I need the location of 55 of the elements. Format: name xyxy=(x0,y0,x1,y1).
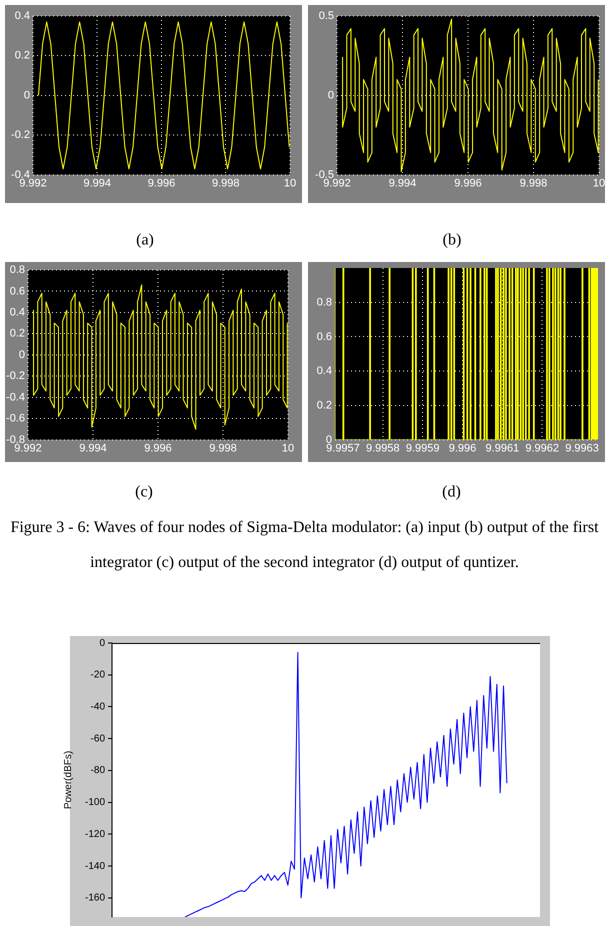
text: (a) xyxy=(136,232,154,249)
y-tick-label: 0.8 xyxy=(316,296,332,308)
x-tick-label: 9.992 xyxy=(323,177,351,190)
y-tick-label: 0 xyxy=(328,89,334,102)
x-tick-label: 9.998 xyxy=(520,177,548,190)
x-tick-label: 9.996 xyxy=(144,442,172,454)
caption: Figure 3 - 6: Waves of four nodes of Sigma-Delta modulator: (a) input (b) output of the first integrator (c) output of the second integrator (d) output of quntizer. xyxy=(9,518,600,573)
x-tick-label: 9.9963 xyxy=(565,442,599,454)
x-tick-label: 9.994 xyxy=(83,177,112,190)
y-tick-label: 0.2 xyxy=(10,328,25,340)
y-tick-label: 0 xyxy=(99,638,106,649)
y-tick-label: -140 xyxy=(84,860,106,872)
y-tick-label: -0.2 xyxy=(6,370,25,382)
x-tick-label: 9.996 xyxy=(148,177,176,190)
y-tick-label: -20 xyxy=(90,670,106,681)
y-tick-label: -80 xyxy=(90,765,106,776)
x-tick-label: 9.998 xyxy=(209,442,237,454)
y-tick-label: -0.2 xyxy=(11,129,30,142)
y-tick-label: 0 xyxy=(18,348,25,361)
y-tick-label: 0.6 xyxy=(316,330,332,343)
y-tick-label: 0.2 xyxy=(316,399,332,412)
x-tick-label: 9.998 xyxy=(212,177,240,190)
y-tick-label: 0.4 xyxy=(14,10,30,22)
y-tick-label: -0.6 xyxy=(6,412,25,425)
y-tick-label: 0.8 xyxy=(10,264,25,276)
x-tick-label: 9.9962 xyxy=(525,442,560,454)
y-tick-label: -100 xyxy=(84,797,106,808)
x-tick-label: 9.9961 xyxy=(486,442,520,454)
x-tick-label: 9.994 xyxy=(388,177,416,190)
text: (c) xyxy=(135,484,153,501)
x-tick-label: 9.992 xyxy=(19,177,47,190)
y-axis-title: Power(dBFs) xyxy=(62,750,74,810)
x-tick-label: 9.996 xyxy=(448,442,476,454)
text: (b) xyxy=(442,232,462,249)
x-tick-label: 10 xyxy=(592,177,606,190)
y-tick-label: 0.4 xyxy=(10,306,25,318)
x-tick-label: 9.996 xyxy=(454,177,482,190)
y-tick-label: 0 xyxy=(24,89,30,102)
y-tick-label: -60 xyxy=(90,733,106,744)
x-tick-label: 10 xyxy=(284,177,296,190)
x-tick-label: 9.994 xyxy=(79,442,107,454)
text: (d) xyxy=(442,484,461,501)
y-tick-label: 0.5 xyxy=(318,10,334,22)
x-tick-label: 9.9958 xyxy=(366,442,400,454)
y-tick-label: -120 xyxy=(84,828,106,840)
y-tick-label: -0.4 xyxy=(6,391,25,404)
y-tick-label: 0.4 xyxy=(316,365,332,378)
x-tick-label: 9.9957 xyxy=(326,442,360,454)
y-tick-label: -40 xyxy=(90,701,106,712)
y-tick-label: 0.6 xyxy=(10,285,25,298)
y-tick-label: -160 xyxy=(84,892,106,904)
y-tick-label: 0.2 xyxy=(14,50,30,62)
x-tick-label: 9.9959 xyxy=(406,442,440,454)
x-tick-label: 10 xyxy=(282,442,294,454)
x-tick-label: 9.992 xyxy=(14,442,42,454)
